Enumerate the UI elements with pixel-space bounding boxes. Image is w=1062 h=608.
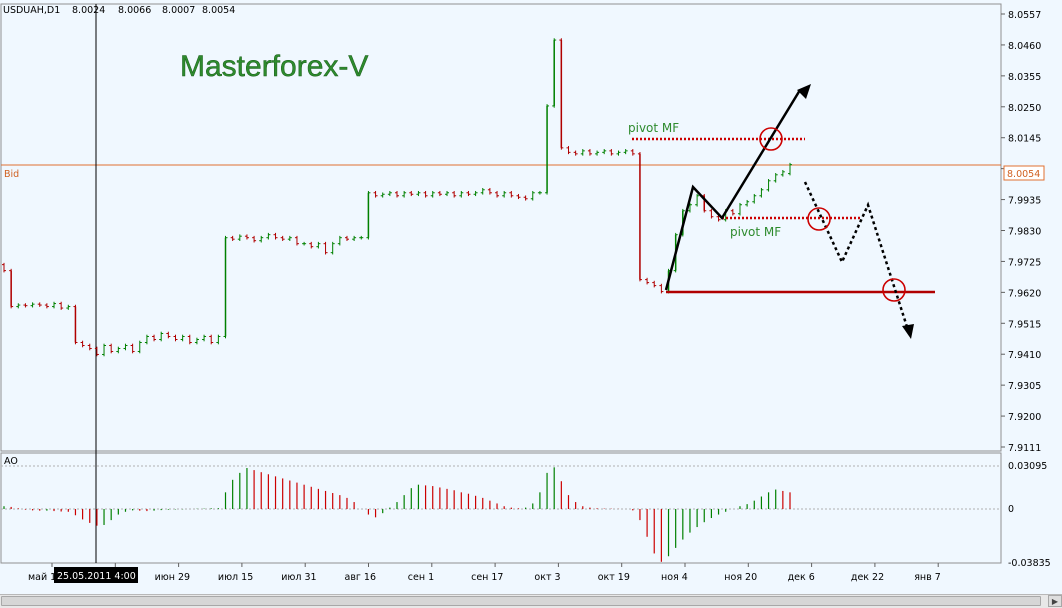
annotations-group: pivot MF pivot MF: [628, 84, 935, 339]
scrollbar-thumb[interactable]: [1, 596, 1041, 606]
ao-tick-top: 0.03095: [1008, 461, 1047, 472]
time-tick-label: окт 3: [534, 572, 560, 583]
scroll-right-arrow-icon[interactable]: ▶: [1048, 595, 1062, 607]
symbol-label: USDUAH,D1: [3, 5, 60, 16]
ao-bars-group: [3, 467, 791, 562]
low-value: 8.0007: [162, 5, 195, 16]
crosshair-date-box: [54, 567, 138, 583]
bear-arrowhead-icon: [902, 324, 914, 339]
time-tick-label: июн 29: [155, 572, 191, 583]
price-tick-label: 7.9830: [1008, 227, 1041, 238]
price-tick-label: 7.9620: [1008, 288, 1041, 299]
time-tick-label: ноя 4: [661, 572, 688, 583]
price-tick-label: 7.9935: [1008, 196, 1041, 207]
high-value: 8.0066: [118, 5, 151, 16]
price-tick-label: 7.9305: [1008, 381, 1041, 392]
time-tick-label: окт 19: [598, 572, 630, 583]
open-value: 8.0024: [72, 5, 105, 16]
time-tick-label: сен 17: [471, 572, 503, 583]
ao-tick-bottom: -0.03835: [1008, 558, 1051, 569]
price-scale: 8.05578.04608.03558.02508.01458.00407.99…: [1001, 10, 1041, 454]
pivot-circle-icon: [759, 127, 783, 151]
pivot-upper-label: pivot MF: [628, 121, 679, 135]
horizontal-scrollbar[interactable]: ▶: [0, 594, 1062, 608]
bid-label: Bid: [4, 169, 19, 180]
bid-price-box: [1003, 165, 1045, 181]
price-tick-label: 7.9725: [1008, 257, 1041, 268]
price-tick-label: 8.0250: [1008, 103, 1041, 114]
price-tick-label: 8.0355: [1008, 72, 1041, 83]
price-tick-label: 8.0460: [1008, 41, 1041, 52]
time-tick-label: ноя 20: [724, 572, 757, 583]
price-tick-label: 7.9200: [1008, 412, 1041, 423]
price-tick-label: 7.9515: [1008, 319, 1041, 330]
pivot-lower-label: pivot MF: [730, 225, 781, 239]
time-tick-label: авг 16: [345, 572, 377, 583]
time-tick-label: сен 1: [408, 572, 434, 583]
time-tick-label: янв 7: [914, 572, 941, 583]
candles-group: [2, 38, 792, 357]
price-panel-frame: [0, 3, 1002, 452]
time-tick-label: дек 22: [851, 572, 884, 583]
ao-tick-zero: 0: [1008, 504, 1014, 515]
close-value: 8.0054: [202, 5, 235, 16]
bear-path: [803, 181, 910, 331]
bull-path: [664, 89, 802, 291]
price-tick-label: 8.0145: [1008, 134, 1041, 145]
time-tick-label: июл 31: [281, 572, 316, 583]
watermark-text: Masterforex-V: [180, 50, 368, 83]
time-tick-label: июл 15: [218, 572, 253, 583]
time-tick-label: дек 6: [788, 572, 815, 583]
pivot-circle-icon: [882, 278, 906, 302]
bid-price: 8.0054: [1007, 169, 1040, 180]
crosshair-date-label: 25.05.2011 4:00: [57, 571, 136, 582]
price-tick-label: 7.9111: [1008, 443, 1041, 454]
price-tick-label: 8.0557: [1008, 10, 1041, 21]
ao-label: AO: [4, 456, 18, 467]
ao-panel-frame: [0, 452, 1002, 564]
pivot-circle-icon: [807, 207, 831, 231]
price-tick-label: 7.9410: [1008, 350, 1041, 361]
time-tick-label: май 1: [28, 572, 56, 583]
bull-arrowhead-icon: [797, 84, 811, 99]
